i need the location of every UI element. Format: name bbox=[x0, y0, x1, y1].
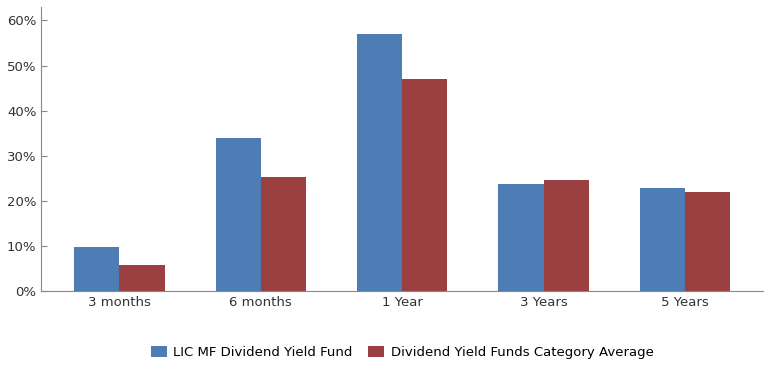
Bar bbox=[402, 79, 447, 291]
Bar bbox=[74, 247, 119, 291]
Bar bbox=[119, 265, 165, 291]
Bar bbox=[216, 138, 261, 291]
Legend: LIC MF Dividend Yield Fund, Dividend Yield Funds Category Average: LIC MF Dividend Yield Fund, Dividend Yie… bbox=[151, 346, 654, 359]
Bar bbox=[544, 180, 589, 291]
Bar bbox=[498, 184, 544, 291]
Bar bbox=[261, 177, 306, 291]
Bar bbox=[640, 188, 685, 291]
Bar bbox=[357, 34, 402, 291]
Bar bbox=[685, 192, 730, 291]
